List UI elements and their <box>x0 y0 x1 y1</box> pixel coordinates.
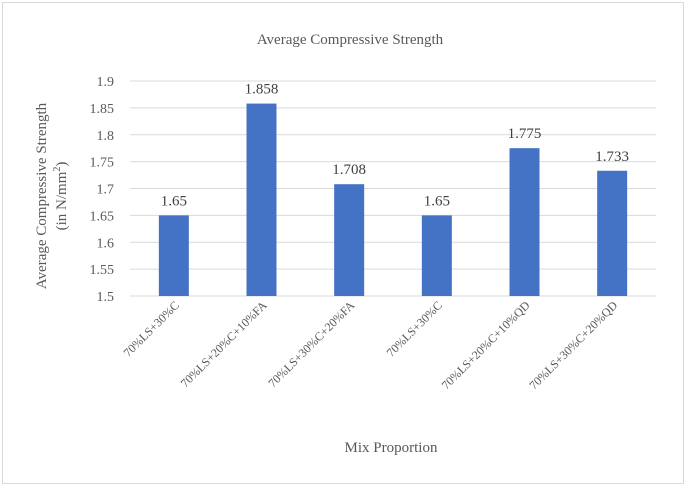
x-tick-label: 70%LS+30%C <box>121 298 182 359</box>
y-tick-label: 1.7 <box>97 183 115 198</box>
y-tick-label: 1.55 <box>90 263 115 278</box>
y-axis-title: Average Compressive Strength (in N/mm2) <box>34 102 70 289</box>
data-label: 1.858 <box>245 82 279 98</box>
bar <box>421 215 452 296</box>
y-axis-title-line2: (in N/mm2) <box>52 162 70 231</box>
x-tick-label: 70%LS+20%C+10%QD <box>439 298 533 392</box>
data-label: 1.708 <box>332 162 366 178</box>
data-label: 1.65 <box>161 193 187 209</box>
y-tick-label: 1.8 <box>97 129 115 144</box>
y-tick-label: 1.75 <box>90 156 115 171</box>
bar <box>509 148 540 296</box>
y-tick-label: 1.85 <box>90 102 115 117</box>
bar <box>597 170 628 296</box>
y-axis-unit-suffix: ) <box>54 162 70 167</box>
chart-title: Average Compressive Strength <box>257 32 444 48</box>
x-tick-label: 70%LS+20%C+10%FA <box>178 298 270 390</box>
data-label: 1.775 <box>508 126 542 142</box>
data-label: 1.733 <box>595 149 629 165</box>
bar <box>158 215 189 296</box>
y-tick-label: 1.6 <box>97 236 115 251</box>
x-tick-label: 70%LS+30%C+20%QD <box>526 298 620 392</box>
y-tick-label: 1.65 <box>90 209 115 224</box>
data-label: 1.65 <box>424 193 450 209</box>
y-axis-unit-prefix: (in N/mm <box>54 171 70 230</box>
x-tick-label: 70%LS+30%C <box>384 298 445 359</box>
y-axis-unit-superscript: 2 <box>52 167 63 172</box>
bar <box>334 184 365 296</box>
y-tick-label: 1.5 <box>97 290 115 305</box>
x-tick-label: 70%LS+30%C+20%FA <box>265 298 357 390</box>
y-axis-title-line1: Average Compressive Strength <box>34 102 50 289</box>
bar <box>246 103 277 296</box>
y-tick-label: 1.9 <box>97 75 115 90</box>
x-axis-title: Mix Proportion <box>345 440 438 456</box>
